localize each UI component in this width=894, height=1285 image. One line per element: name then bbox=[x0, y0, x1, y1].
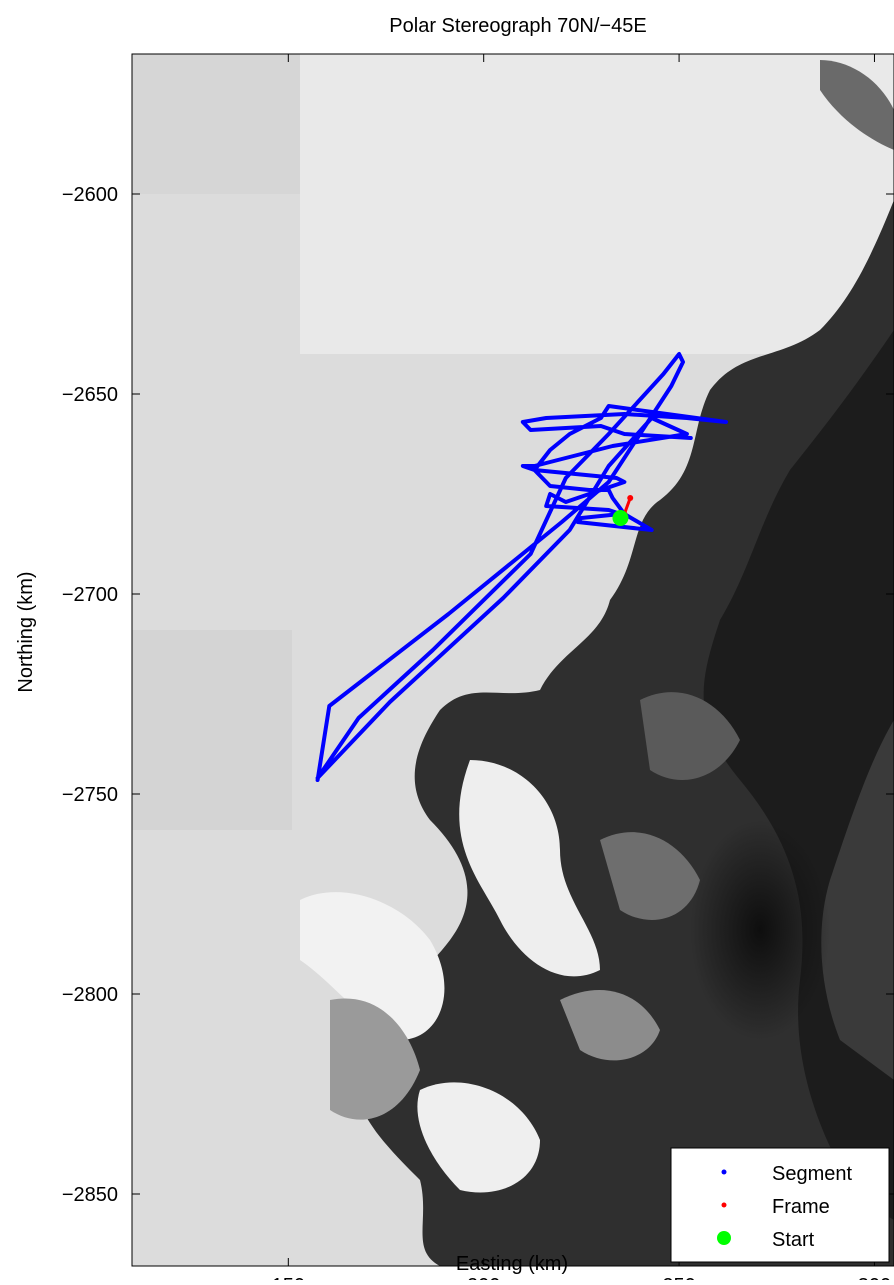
legend-frame-label: Frame bbox=[772, 1196, 830, 1218]
y-tick-label: −2650 bbox=[62, 384, 118, 406]
segment-track bbox=[315, 352, 728, 782]
legend-frame-marker bbox=[721, 1202, 727, 1208]
legend: Segment Frame Start bbox=[670, 1147, 890, 1263]
axes-box bbox=[131, 53, 894, 1267]
legend-start-label: Start bbox=[772, 1229, 815, 1251]
flight-track-layer bbox=[315, 352, 728, 782]
y-axis-label: Northing (km) bbox=[15, 571, 37, 692]
x-tick-label: 300 bbox=[858, 1275, 891, 1280]
y-tick-label: −2850 bbox=[62, 1184, 118, 1206]
x-axis-label: Easting (km) bbox=[456, 1253, 568, 1275]
legend-segment-label: Segment bbox=[772, 1163, 852, 1185]
satellite-basemap bbox=[132, 54, 894, 1266]
y-tick-label: −2800 bbox=[62, 984, 118, 1006]
legend-box bbox=[670, 1147, 890, 1263]
y-tick-label: −2600 bbox=[62, 184, 118, 206]
frame-track bbox=[622, 497, 632, 515]
start-marker bbox=[612, 510, 629, 526]
y-tick-label: −2750 bbox=[62, 784, 118, 806]
x-tick-label: 200 bbox=[467, 1275, 500, 1280]
map-title: Polar Stereograph 70N/−45E bbox=[389, 15, 646, 37]
legend-segment-marker bbox=[721, 1169, 727, 1175]
legend-start-marker bbox=[717, 1231, 731, 1245]
x-tick-label: 150 bbox=[272, 1275, 305, 1280]
y-tick-label: −2700 bbox=[62, 584, 118, 606]
x-tick-label: 250 bbox=[662, 1275, 695, 1280]
